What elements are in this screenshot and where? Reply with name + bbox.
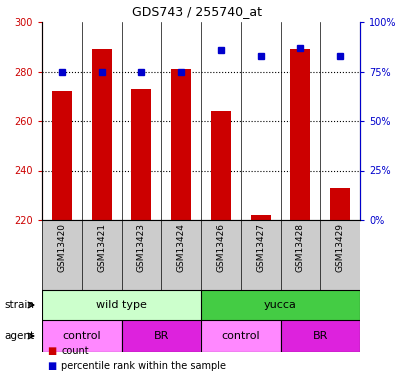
Text: wild type: wild type [96,300,147,310]
Text: BR: BR [154,331,169,341]
Text: GSM13429: GSM13429 [336,224,344,273]
Text: GSM13424: GSM13424 [177,224,186,272]
Bar [132,89,151,220]
Bar [241,220,280,290]
Text: ■: ■ [47,346,56,356]
Bar [201,220,241,290]
Text: GSM13420: GSM13420 [57,224,66,273]
Bar [122,320,201,352]
Bar [42,320,122,352]
Bar [280,220,320,290]
Text: strain: strain [4,300,34,310]
Text: yucca: yucca [264,300,297,310]
Text: GSM13426: GSM13426 [216,224,226,273]
Text: control: control [62,331,101,341]
Bar [171,69,191,220]
Text: GSM13428: GSM13428 [296,224,305,273]
Text: ■: ■ [47,361,56,371]
Bar [42,220,82,290]
Bar [52,91,72,220]
Text: count: count [61,346,89,356]
Bar [82,220,122,290]
Text: control: control [222,331,260,341]
Bar [280,320,360,352]
Bar [161,220,201,290]
Text: agent: agent [4,331,34,341]
Bar [42,290,201,320]
Bar [201,320,280,352]
Text: GSM13427: GSM13427 [256,224,265,273]
Bar [290,49,310,220]
Text: GDS743 / 255740_at: GDS743 / 255740_at [132,5,263,18]
Text: GSM13421: GSM13421 [97,224,106,273]
Text: GSM13423: GSM13423 [137,224,146,273]
Bar [92,49,111,220]
Text: BR: BR [312,331,328,341]
Bar [330,188,350,220]
Bar [251,215,271,220]
Bar [211,111,231,220]
Text: percentile rank within the sample: percentile rank within the sample [61,361,226,371]
Bar [122,220,161,290]
Bar [320,220,360,290]
Bar [201,290,360,320]
